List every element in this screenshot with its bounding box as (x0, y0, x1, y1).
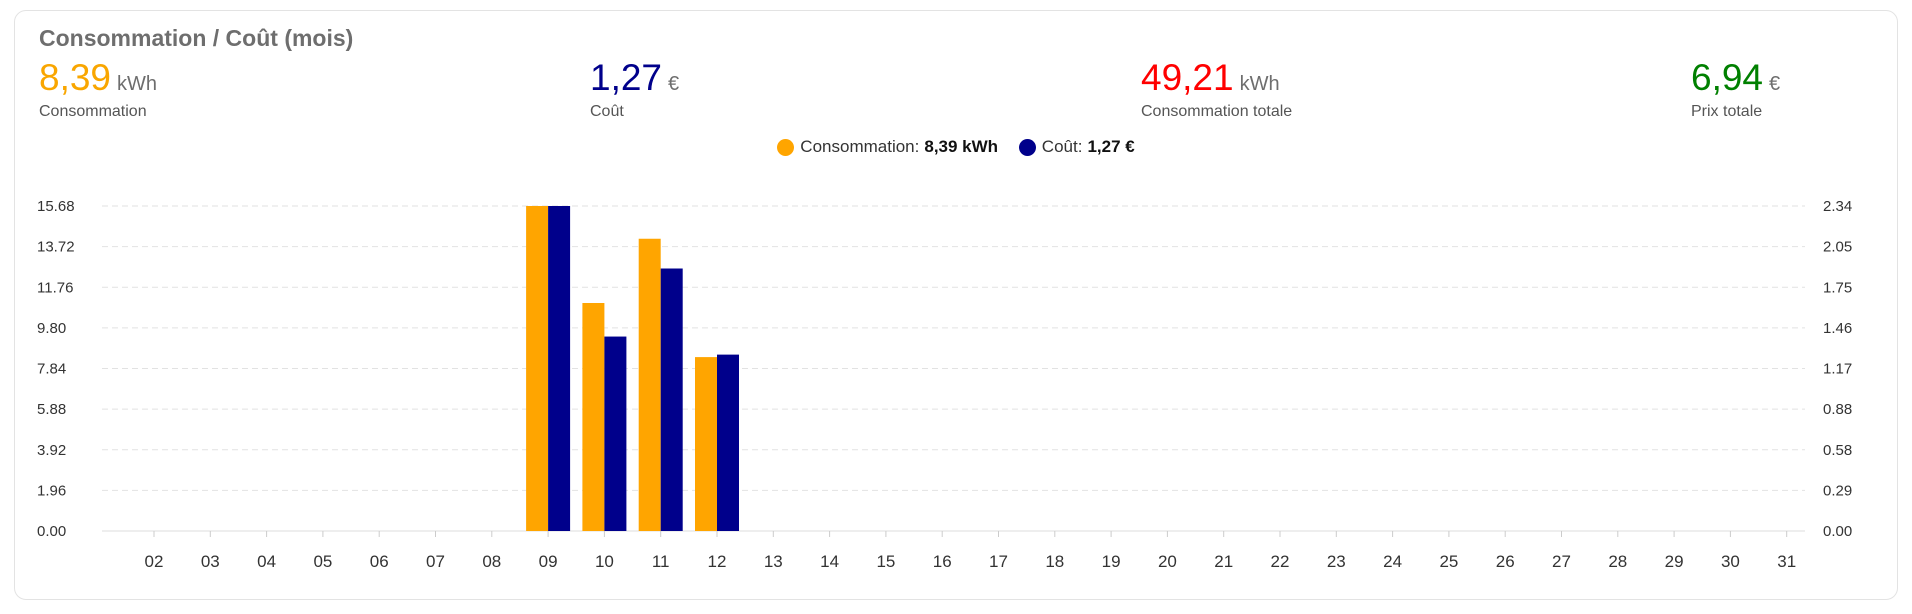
y-right-tick-label: 0.58 (1823, 442, 1852, 459)
legend-dot-consumption (777, 138, 795, 156)
y-right-tick-label: 0.88 (1823, 401, 1852, 418)
stat-consumption-label: Consommation (39, 103, 147, 120)
x-tick-label: 03 (201, 552, 220, 571)
legend-item-cost[interactable]: Coût: 1,27 € (1018, 137, 1135, 157)
x-tick-label: 25 (1439, 552, 1458, 571)
x-tick-label: 06 (370, 552, 389, 571)
legend-cost-label: Coût: (1041, 137, 1083, 156)
stat-consumption-value: 8,39 (39, 57, 112, 98)
stat-total-consumption-label: Consommation totale (1141, 103, 1293, 120)
x-tick-label: 08 (482, 552, 501, 571)
x-tick-label: 27 (1552, 552, 1571, 571)
y-left-tick-label: 3.92 (37, 442, 66, 459)
x-tick-label: 16 (933, 552, 952, 571)
x-tick-label: 20 (1158, 552, 1177, 571)
x-tick-label: 15 (876, 552, 895, 571)
card-title: Consommation / Coût (mois) (39, 25, 354, 51)
stat-total-consumption: 49,21 kWh Consommation totale (1141, 55, 1292, 121)
stat-cost-label: Coût (590, 103, 624, 120)
bar-cost[interactable] (660, 268, 683, 532)
legend-item-consumption[interactable]: Consommation: 8,39 kWh (777, 137, 998, 157)
y-left-tick-label: 9.80 (37, 320, 66, 337)
chart-grid (102, 205, 1805, 532)
bar-cost[interactable] (548, 206, 571, 531)
x-tick-label: 13 (764, 552, 783, 571)
y-right-tick-label: 1.46 (1823, 320, 1852, 337)
bar-consumption[interactable] (695, 357, 717, 531)
y-right-tick-label: 2.34 (1823, 198, 1852, 215)
x-tick-label: 04 (257, 552, 276, 571)
y-left-tick-label: 7.84 (37, 361, 66, 378)
legend-cost-value: 1,27 € (1087, 137, 1135, 156)
bar-cost[interactable] (604, 336, 627, 531)
bar-consumption[interactable] (582, 303, 605, 531)
stat-total-price-unit: € (1769, 73, 1781, 95)
x-tick-label: 19 (1102, 552, 1121, 571)
y-axis-left: 0.00 1.96 3.92 5.88 7.84 9.80 11.76 13.72 15.68 (37, 198, 75, 540)
stat-consumption: 8,39 kWh Consommation (39, 55, 157, 121)
x-tick-label: 14 (820, 552, 839, 571)
x-tick-label: 22 (1271, 552, 1290, 571)
stat-total-price-label: Prix totale (1691, 103, 1763, 120)
y-right-tick-label: 2.05 (1823, 239, 1852, 256)
x-tick-label: 29 (1665, 552, 1684, 571)
y-left-tick-label: 0.00 (37, 523, 66, 540)
legend-dot-cost (1018, 138, 1036, 156)
y-right-tick-label: 0.00 (1823, 523, 1852, 540)
chart-bars (526, 206, 739, 531)
x-tick-label: 26 (1496, 552, 1515, 571)
x-axis: 02 03 04 05 06 07 08 09 10 11 12 13 14 15 16 17 18 19 20 21… (145, 531, 1796, 571)
x-tick-label: 07 (426, 552, 445, 571)
x-tick-label: 24 (1383, 552, 1402, 571)
stat-total-consumption-value: 49,21 (1141, 57, 1234, 98)
y-right-tick-label: 0.29 (1823, 482, 1852, 499)
y-left-tick-label: 1.96 (37, 482, 66, 499)
x-tick-label: 12 (708, 552, 727, 571)
stat-cost-unit: € (668, 73, 680, 95)
bar-consumption[interactable] (638, 238, 661, 531)
stat-total-price: 6,94 € Prix totale (1691, 55, 1780, 121)
x-tick-label: 17 (989, 552, 1008, 571)
stat-cost: 1,27 € Coût (590, 55, 679, 121)
x-tick-label: 11 (652, 552, 670, 571)
x-tick-label: 23 (1327, 552, 1346, 571)
y-right-tick-label: 1.17 (1823, 361, 1852, 378)
x-tick-label: 02 (145, 552, 164, 571)
stat-cost-value: 1,27 (590, 57, 663, 98)
x-tick-label: 21 (1214, 552, 1233, 571)
x-tick-label: 31 (1777, 552, 1796, 571)
consumption-cost-card: Consommation / Coût (mois) 8,39 kWh Conso… (14, 10, 1898, 600)
stat-total-consumption-unit: kWh (1239, 73, 1280, 95)
stat-consumption-unit: kWh (117, 73, 158, 95)
legend-consumption-value: 8,39 kWh (924, 137, 999, 156)
legend-consumption-label: Consommation: (800, 137, 920, 156)
stat-total-price-value: 6,94 (1691, 57, 1764, 98)
x-tick-label: 10 (595, 552, 614, 571)
chart-legend: Consommation: 8,39 kWh Coût: 1,27 € (15, 137, 1897, 161)
x-tick-label: 30 (1721, 552, 1740, 571)
y-left-tick-label: 11.76 (37, 279, 73, 296)
y-left-tick-label: 5.88 (37, 401, 66, 418)
x-tick-label: 18 (1045, 552, 1064, 571)
x-tick-label: 28 (1608, 552, 1627, 571)
bar-consumption[interactable] (526, 206, 549, 531)
y-axis-right: 0.00 0.29 0.58 0.88 1.17 1.46 1.75 2.05 2.34 (1823, 198, 1852, 540)
y-left-tick-label: 15.68 (37, 198, 75, 215)
bar-cost[interactable] (717, 354, 739, 531)
x-tick-label: 09 (539, 552, 558, 571)
y-right-tick-label: 1.75 (1823, 279, 1852, 296)
x-tick-label: 05 (313, 552, 332, 571)
y-left-tick-label: 13.72 (37, 239, 75, 256)
